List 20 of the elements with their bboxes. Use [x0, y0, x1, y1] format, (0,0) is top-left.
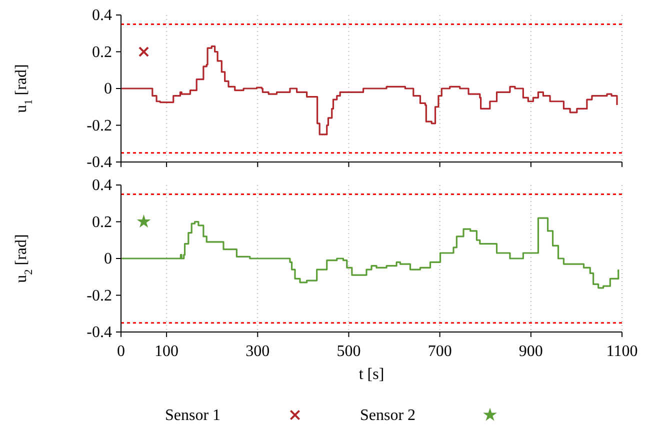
y-tick-label: 0.2: [92, 214, 112, 231]
y-tick-label: -0.2: [86, 287, 112, 304]
x-tick-label: 300: [246, 343, 270, 360]
x-tick-label: 1100: [606, 343, 638, 360]
y-tick-label: 0: [104, 250, 112, 268]
y-tick-label: -0.4: [86, 154, 112, 171]
y-tick-label: 0.4: [92, 7, 112, 24]
x-tick-label: 0: [117, 343, 125, 360]
y-tick-label: -0.4: [86, 324, 112, 341]
x-axis-title: t [s]: [358, 366, 384, 383]
y-tick-label: 0.4: [92, 177, 112, 194]
x-tick-label: 700: [428, 343, 452, 360]
y-tick-label: 0.2: [92, 44, 112, 61]
x-tick-label: 900: [518, 343, 543, 360]
text: Sensor 1: [165, 407, 221, 424]
x-tick-label: 100: [154, 343, 179, 360]
y-tick-label: -0.2: [86, 117, 112, 134]
y-tick-label: 0: [104, 80, 112, 98]
x-tick-label: 500: [336, 343, 361, 360]
text: Sensor 2: [360, 407, 416, 424]
